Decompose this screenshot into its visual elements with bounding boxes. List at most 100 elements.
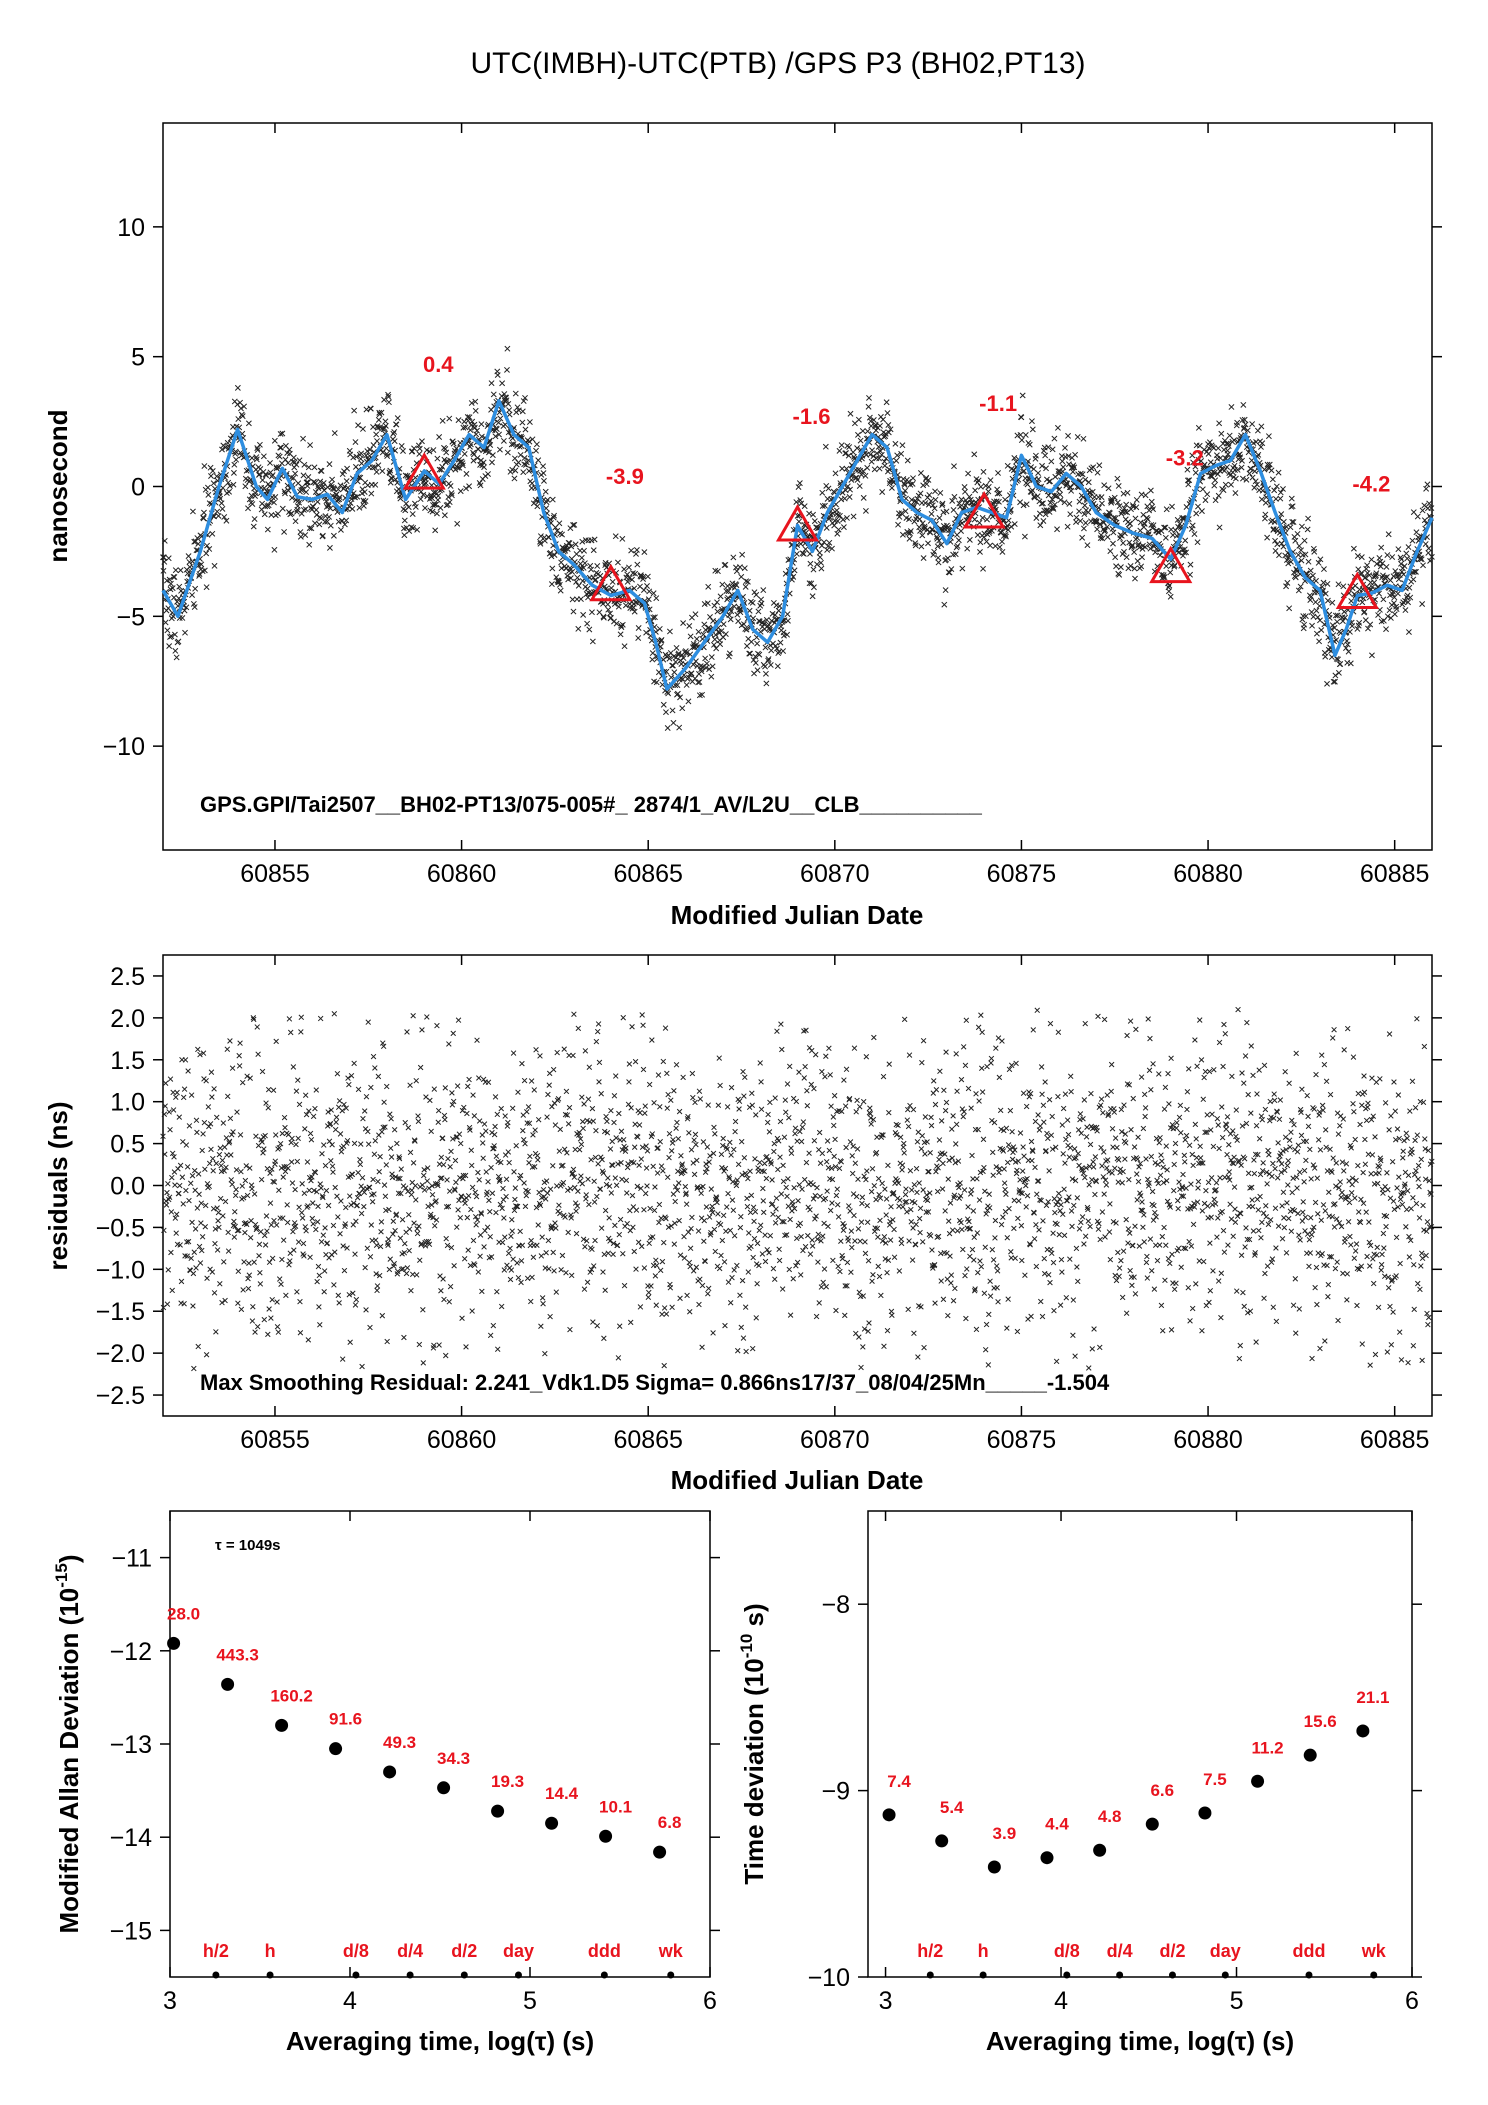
main-data-point bbox=[1400, 571, 1407, 578]
main-data-point bbox=[391, 429, 398, 435]
residual-point bbox=[631, 1144, 638, 1150]
main-data-point bbox=[640, 587, 647, 593]
residual-point bbox=[387, 1111, 393, 1117]
residual-point bbox=[970, 1208, 977, 1214]
main-data-point bbox=[447, 483, 454, 489]
residual-point bbox=[795, 1197, 801, 1204]
residual-point bbox=[474, 1217, 481, 1223]
main-x-tick-label: 60885 bbox=[1360, 860, 1430, 888]
residual-point bbox=[524, 1275, 531, 1282]
residual-point bbox=[946, 1157, 952, 1164]
main-data-point bbox=[888, 484, 895, 491]
residual-point bbox=[742, 1304, 749, 1310]
main-data-point bbox=[575, 582, 582, 589]
residual-point bbox=[974, 1176, 980, 1182]
main-data-point bbox=[725, 594, 732, 601]
residual-point bbox=[890, 1189, 897, 1196]
main-data-point bbox=[1292, 537, 1299, 544]
residual-point bbox=[227, 1115, 234, 1122]
residual-point bbox=[239, 1183, 246, 1189]
residual-point bbox=[237, 1132, 244, 1138]
main-data-point bbox=[588, 566, 595, 573]
main-data-point bbox=[175, 638, 182, 645]
residual-point bbox=[526, 1159, 532, 1166]
main-data-point bbox=[877, 448, 884, 455]
residual-point bbox=[160, 1133, 166, 1140]
residual-point bbox=[382, 1193, 389, 1200]
residual-point bbox=[242, 1229, 248, 1236]
residual-point bbox=[202, 1166, 208, 1172]
residual-point bbox=[378, 1228, 384, 1235]
residual-point bbox=[825, 1223, 831, 1230]
main-data-point bbox=[1059, 458, 1066, 465]
main-data-point bbox=[1425, 545, 1432, 552]
residual-point bbox=[1057, 1207, 1063, 1214]
main-data-point bbox=[1246, 470, 1253, 477]
main-data-point bbox=[904, 457, 911, 464]
residual-point bbox=[722, 1322, 728, 1329]
main-data-point bbox=[1002, 531, 1009, 538]
residual-point bbox=[282, 1124, 288, 1131]
residual-point bbox=[468, 1147, 475, 1154]
residual-point bbox=[616, 1323, 623, 1329]
main-data-point bbox=[385, 399, 392, 406]
residual-point bbox=[257, 1281, 264, 1287]
main-data-point bbox=[959, 565, 966, 572]
residual-point bbox=[843, 1066, 850, 1073]
main-data-point bbox=[833, 507, 840, 514]
main-data-point bbox=[472, 407, 479, 414]
main-data-point bbox=[1350, 545, 1357, 552]
main-data-point bbox=[1228, 481, 1234, 488]
main-data-point bbox=[1096, 462, 1103, 469]
residual-point bbox=[350, 1290, 356, 1297]
residual-point bbox=[337, 1230, 343, 1237]
residual-point bbox=[849, 1170, 856, 1177]
main-data-point bbox=[1337, 661, 1344, 667]
main-data-point bbox=[958, 496, 965, 503]
residual-point bbox=[303, 1228, 309, 1234]
residual-point bbox=[1002, 1186, 1008, 1193]
main-data-point bbox=[1131, 549, 1138, 556]
residual-point bbox=[842, 1103, 849, 1109]
residual-point bbox=[880, 1073, 887, 1080]
residual-point bbox=[272, 1158, 279, 1164]
residual-point bbox=[315, 1203, 321, 1210]
residual-point bbox=[816, 1300, 822, 1306]
residual-point bbox=[1019, 1168, 1026, 1174]
main-data-point bbox=[640, 573, 647, 580]
residual-point bbox=[531, 1087, 538, 1093]
residual-point bbox=[734, 1347, 741, 1354]
residual-point bbox=[281, 1164, 287, 1170]
main-data-point bbox=[1211, 469, 1218, 476]
main-data-point bbox=[1322, 590, 1329, 597]
residual-point bbox=[442, 1085, 449, 1091]
residual-point bbox=[360, 1115, 366, 1122]
residual-point bbox=[805, 1204, 811, 1211]
main-data-point bbox=[1332, 672, 1339, 679]
main-data-point bbox=[1108, 495, 1115, 502]
residual-point bbox=[689, 1214, 695, 1221]
residual-point bbox=[301, 1190, 308, 1196]
residual-point bbox=[609, 1162, 616, 1169]
residual-point bbox=[700, 1139, 707, 1145]
residual-point bbox=[692, 1131, 699, 1138]
main-data-point bbox=[999, 538, 1005, 545]
main-data-point bbox=[1264, 534, 1271, 541]
main-data-point bbox=[322, 518, 329, 525]
main-data-point bbox=[519, 408, 526, 415]
residual-point bbox=[485, 1079, 492, 1085]
residual-point bbox=[573, 1208, 579, 1214]
residual-point bbox=[318, 1239, 325, 1245]
main-data-point bbox=[462, 424, 469, 431]
main-data-point bbox=[633, 546, 640, 553]
residual-point bbox=[725, 1190, 731, 1197]
residual-point bbox=[269, 1296, 275, 1303]
residual-point bbox=[868, 1188, 875, 1195]
residual-point bbox=[346, 1193, 353, 1199]
main-data-point bbox=[711, 641, 717, 648]
residual-point bbox=[291, 1220, 298, 1226]
residual-point bbox=[1054, 1221, 1060, 1228]
residual-point bbox=[240, 1287, 246, 1293]
residual-point bbox=[314, 1219, 321, 1225]
residual-point bbox=[320, 1142, 327, 1148]
